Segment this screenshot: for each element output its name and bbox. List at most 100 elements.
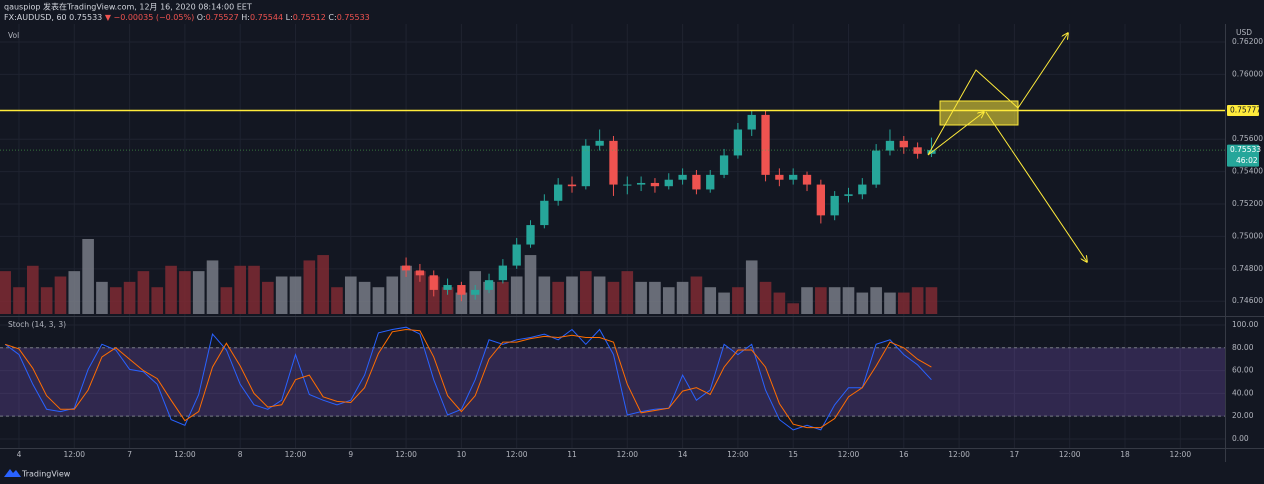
volume-bar bbox=[773, 292, 786, 314]
candle-body bbox=[484, 280, 494, 290]
candle-layer bbox=[401, 110, 936, 302]
candle-body bbox=[692, 174, 701, 190]
candle-body bbox=[871, 150, 881, 185]
volume-bar bbox=[179, 271, 191, 314]
candle-body bbox=[733, 129, 743, 156]
y-tick-label: 20.00 bbox=[1232, 411, 1254, 420]
candle-body bbox=[554, 184, 563, 201]
volume-bar bbox=[192, 271, 205, 314]
volume-bar bbox=[815, 287, 827, 314]
y-tick-label: 0.76000 bbox=[1232, 69, 1263, 78]
volume-bar bbox=[13, 287, 25, 314]
drawn-arrow-down bbox=[985, 111, 1087, 262]
drawn-arrow bbox=[927, 112, 984, 156]
volume-bar bbox=[566, 276, 578, 314]
l-value: 0.75512 bbox=[293, 13, 326, 22]
price: 0.75533 bbox=[69, 13, 102, 22]
stoch-layer bbox=[0, 326, 1225, 431]
volume-bar bbox=[580, 271, 592, 314]
x-tick-label: 12:00 bbox=[395, 450, 417, 459]
volume-bar bbox=[649, 281, 661, 314]
candle-body bbox=[498, 265, 508, 281]
volume-bar bbox=[704, 287, 717, 314]
candle-body bbox=[678, 174, 687, 180]
candle-body bbox=[816, 184, 825, 216]
volume-bar bbox=[787, 303, 800, 314]
volume-bar bbox=[801, 287, 813, 314]
header-line: qauspiop 发表在TradingView.com, 12月 16, 202… bbox=[4, 2, 252, 12]
x-tick-label: 12:00 bbox=[616, 450, 638, 459]
x-tick-label: 12:00 bbox=[838, 450, 860, 459]
x-tick-label: 12:00 bbox=[285, 450, 307, 459]
candle-body bbox=[706, 174, 715, 190]
c-value: 0.75533 bbox=[337, 13, 370, 22]
volume-bar bbox=[206, 260, 219, 314]
volume-bar bbox=[27, 265, 39, 314]
symbol: FX:AUDUSD, 60 bbox=[4, 13, 67, 22]
volume-bar bbox=[344, 276, 357, 314]
l-label: L: bbox=[286, 13, 293, 22]
x-tick-label: 12:00 bbox=[506, 450, 528, 459]
volume-bar bbox=[745, 260, 758, 314]
candle-body bbox=[899, 140, 908, 148]
candle-body bbox=[858, 184, 867, 195]
y-tick-label: 0.74800 bbox=[1232, 264, 1263, 273]
volume-bar bbox=[289, 276, 302, 314]
x-tick-label: 12:00 bbox=[1169, 450, 1191, 459]
volume-bar bbox=[842, 287, 855, 314]
volume-bar bbox=[538, 276, 551, 314]
candle-body bbox=[775, 174, 784, 180]
candle-body bbox=[595, 140, 604, 146]
y-tick-label: 80.00 bbox=[1232, 343, 1254, 352]
candle-body bbox=[471, 289, 480, 295]
volume-bar bbox=[759, 281, 772, 314]
x-tick-label: 18 bbox=[1120, 450, 1130, 459]
volume-bar bbox=[331, 287, 343, 314]
x-tick-label: 12:00 bbox=[63, 450, 85, 459]
c-label: C: bbox=[328, 13, 336, 22]
brand-logo[interactable] bbox=[4, 469, 21, 477]
h-value: 0.75544 bbox=[250, 13, 283, 22]
level-tag bbox=[1227, 105, 1259, 117]
volume-bar bbox=[275, 276, 288, 314]
volume-legend: Vol bbox=[8, 31, 19, 40]
x-tick-label: 12:00 bbox=[1059, 450, 1081, 459]
x-tick-label: 8 bbox=[238, 450, 243, 459]
volume-bar bbox=[732, 287, 744, 314]
volume-bar bbox=[358, 281, 371, 314]
volume-bar bbox=[828, 287, 841, 314]
y-tick-label: 100.00 bbox=[1232, 320, 1258, 329]
last-price-label: 0.75533 bbox=[1230, 145, 1261, 154]
last-price-tag bbox=[1227, 144, 1259, 167]
candle-body bbox=[401, 265, 411, 271]
volume-bar bbox=[96, 281, 108, 314]
volume-bar bbox=[82, 239, 94, 314]
x-tick-label: 7 bbox=[127, 450, 132, 459]
stoch-title: Stoch (14, 3, 3) bbox=[8, 320, 66, 329]
drawings bbox=[927, 33, 1087, 262]
x-tick-label: 4 bbox=[17, 450, 22, 459]
y-tick-label: 0.74600 bbox=[1232, 296, 1263, 305]
x-tick-label: 9 bbox=[348, 450, 353, 459]
y-tick-label: 0.75400 bbox=[1232, 167, 1263, 176]
volume-bar bbox=[400, 265, 412, 314]
volume-bar bbox=[497, 281, 509, 314]
volume-bar bbox=[68, 271, 81, 314]
candle-body bbox=[650, 182, 660, 187]
volume-bar bbox=[662, 287, 675, 314]
volume-bar bbox=[593, 276, 606, 314]
level-label: 0.75777 bbox=[1230, 106, 1261, 115]
candle-body bbox=[457, 285, 466, 295]
candle-body bbox=[609, 140, 618, 185]
candle-body bbox=[567, 184, 577, 187]
candle-body bbox=[664, 179, 673, 187]
candle-body bbox=[443, 285, 452, 290]
change: ▼ −0.00035 (−0.05%) bbox=[105, 13, 194, 22]
candle-body bbox=[512, 244, 521, 266]
brand[interactable]: TradingView bbox=[21, 470, 71, 479]
candle-body bbox=[719, 155, 729, 175]
volume-bar bbox=[925, 287, 938, 314]
volume-bar bbox=[635, 281, 647, 314]
candle-body bbox=[581, 145, 590, 187]
